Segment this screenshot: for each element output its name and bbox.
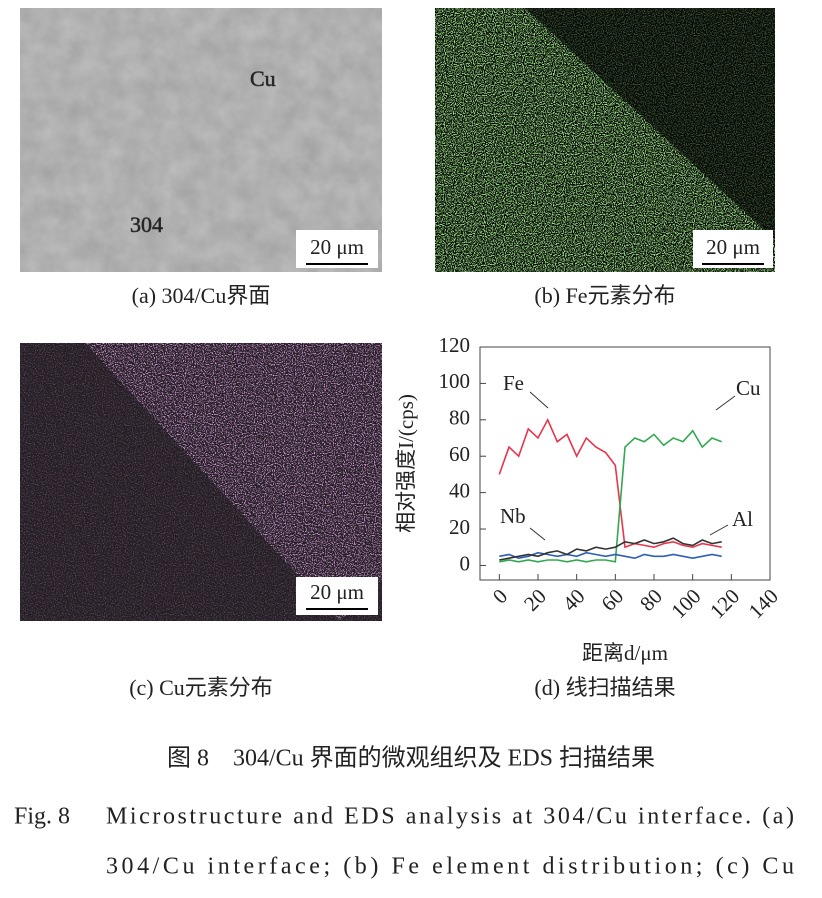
series-line: [499, 429, 722, 563]
x-tick-label: 80: [635, 584, 667, 616]
series-label: Cu: [736, 376, 761, 400]
x-tick-label: 120: [705, 584, 744, 623]
series-line: [499, 551, 722, 560]
scale-box: [693, 230, 773, 268]
panel-caption: (b) Fe元素分布: [534, 283, 675, 308]
texture: [20, 8, 382, 272]
y-tick-label: 0: [460, 551, 471, 575]
series-label: Nb: [500, 504, 526, 528]
scale-box: [296, 230, 378, 268]
scale-bar-label: 20 μm: [310, 235, 364, 259]
scale-bar-label: 20 μm: [310, 580, 364, 604]
y-tick-label: 80: [449, 406, 470, 430]
plot-frame: [479, 346, 771, 581]
leader: [529, 527, 546, 541]
leader: [715, 395, 736, 411]
panel-caption: (d) 线扫描结果: [534, 675, 675, 700]
x-tick-label: 0: [488, 584, 512, 608]
caption-line: 304/Cu interface; (b) Fe element distrib…: [106, 854, 794, 880]
series-line: [498, 417, 722, 549]
panel-caption: (a) 304/Cu界面: [132, 283, 271, 308]
y-tick-label: 60: [449, 442, 470, 466]
figure-label: Fig. 8: [14, 804, 70, 830]
phase-label: 304: [130, 212, 163, 237]
x-tick-label: 140: [744, 584, 783, 623]
y-tick-label: 100: [439, 369, 471, 393]
series-label: Fe: [503, 371, 524, 395]
y-tick-label: 120: [439, 333, 471, 357]
x-tick-label: 60: [596, 584, 628, 616]
y-tick-label: 20: [449, 515, 470, 539]
leader: [709, 524, 729, 536]
scale-bar-label: 20 μm: [706, 235, 760, 259]
series-line: [499, 537, 722, 561]
x-tick-label: 100: [666, 584, 705, 623]
caption-line: Microstructure and EDS analysis at 304/C…: [106, 804, 794, 830]
x-axis-label: 距离d/μm: [582, 641, 668, 665]
x-tick-label: 20: [519, 584, 551, 616]
x-tick-label: 40: [558, 584, 590, 616]
y-tick-label: 40: [449, 478, 470, 502]
y-axis-label: 相对强度I/(cps): [394, 394, 418, 533]
phase-label: Cu: [250, 66, 276, 91]
panel-caption: (c) Cu元素分布: [129, 675, 273, 700]
figure-caption: 图 8 304/Cu 界面的微观组织及 EDS 扫描结果: [167, 745, 655, 772]
series-label: Al: [732, 507, 753, 531]
leader: [529, 391, 549, 409]
